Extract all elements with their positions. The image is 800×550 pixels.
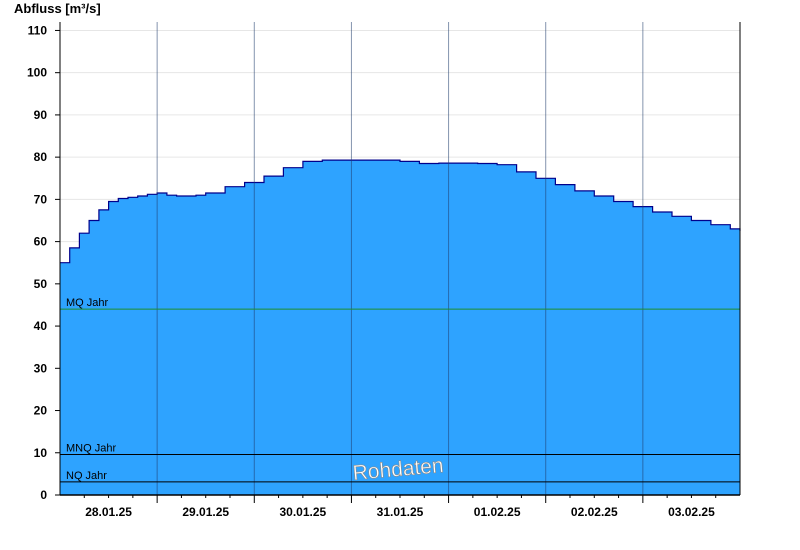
y-tick-label: 100 <box>27 66 47 80</box>
x-tick-label: 30.01.25 <box>279 505 326 519</box>
reference-line-label: MQ Jahr <box>66 297 109 309</box>
reference-line-label: NQ Jahr <box>66 470 107 482</box>
y-tick-labels: 0 10 20 30 40 50 60 70 80 90 100 110 <box>27 23 47 502</box>
y-tick-label: 90 <box>34 108 48 122</box>
y-tick-label: 10 <box>34 446 48 460</box>
x-tick-label: 02.02.25 <box>571 505 618 519</box>
x-tick-labels: 28.01.25 29.01.25 30.01.25 31.01.25 01.02.25… <box>85 505 715 519</box>
axes <box>55 22 741 503</box>
x-tick-label: 31.01.25 <box>377 505 424 519</box>
x-tick-label: 03.02.25 <box>668 505 715 519</box>
y-tick-label: 50 <box>34 277 48 291</box>
series-area <box>60 159 741 495</box>
series-area-fill <box>60 160 740 495</box>
y-tick-label: 20 <box>34 404 48 418</box>
y-tick-label: 0 <box>40 488 47 502</box>
reference-line-label: MNQ Jahr <box>66 442 116 454</box>
y-tick-label: 110 <box>28 23 48 37</box>
reference-lines: MQ Jahr MNQ Jahr NQ Jahr <box>60 297 740 483</box>
y-tick-label: 80 <box>34 150 48 164</box>
x-tick-label: 29.01.25 <box>182 505 229 519</box>
series-line <box>60 159 741 264</box>
y-axis-label: Abfluss [m³/s] <box>14 1 101 16</box>
y-tick-label: 70 <box>34 192 48 206</box>
y-tick-label: 60 <box>34 235 48 249</box>
x-tick-label: 28.01.25 <box>85 505 132 519</box>
y-tick-label: 40 <box>34 319 48 333</box>
y-tick-label: 30 <box>34 361 48 375</box>
x-tick-label: 01.02.25 <box>474 505 521 519</box>
day-dividers <box>156 22 644 495</box>
